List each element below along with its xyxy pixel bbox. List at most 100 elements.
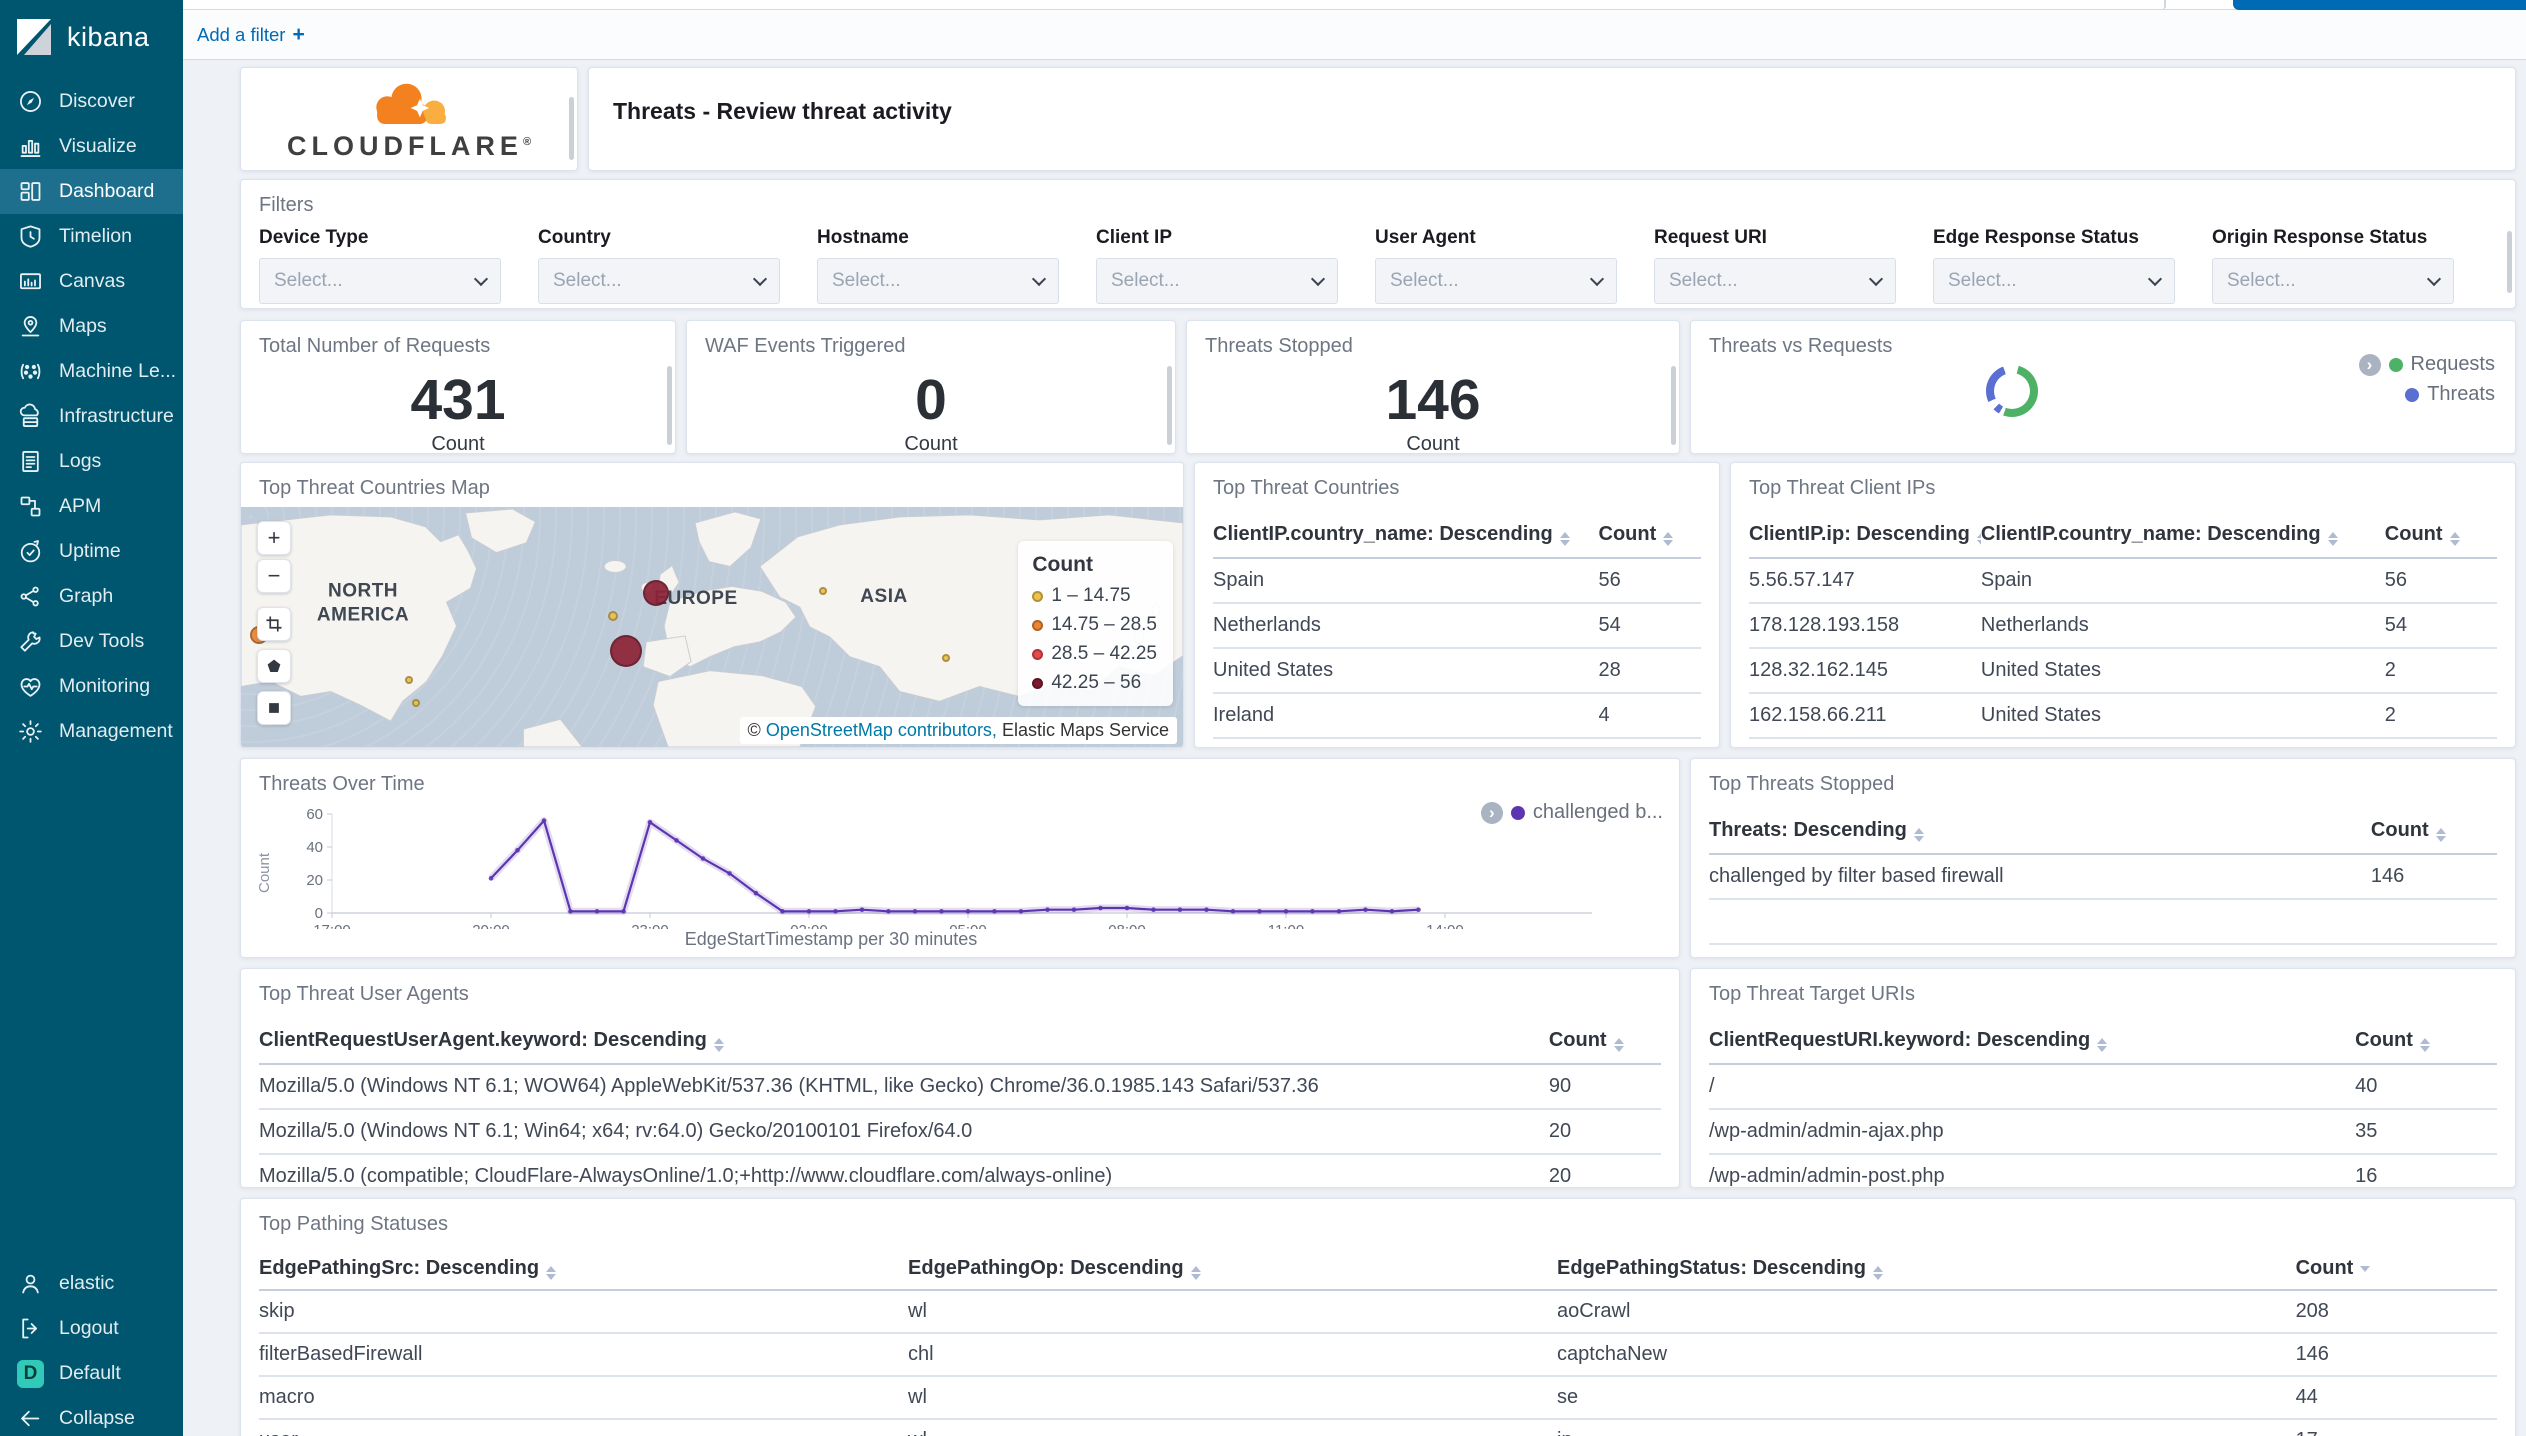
table-cell: 35 <box>2355 1109 2497 1155</box>
column-header-count[interactable]: Count <box>1548 1018 1661 1065</box>
table-row: 5.56.57.147 Spain 56 <box>1749 558 2497 604</box>
metric-value: 146 <box>1385 368 1481 432</box>
sidebar-item-collapse[interactable]: Collapse <box>0 1396 183 1436</box>
column-header-clientrequestuseragent-keyword-descending[interactable]: ClientRequestUserAgent.keyword: Descendi… <box>259 1018 1549 1065</box>
map-crop-tool-button[interactable] <box>257 607 291 641</box>
sidebar-item-label: Monitoring <box>59 675 151 697</box>
threats-vs-requests-panel: Threats vs Requests › Requests Threats <box>1690 320 2516 454</box>
sidebar-item-elastic[interactable]: elastic <box>0 1261 183 1306</box>
panel-title: Top Threats Stopped <box>1709 773 1895 795</box>
column-header-threats-descending[interactable]: Threats: Descending <box>1709 808 2371 855</box>
panel-scrollbar[interactable] <box>2507 231 2512 293</box>
column-header-count[interactable]: Count <box>2370 808 2497 855</box>
map-region-label: EUROPE <box>654 588 738 610</box>
panel-scrollbar[interactable] <box>569 96 574 160</box>
legend-item-threats[interactable]: Threats <box>2405 383 2495 406</box>
table-cell: aoCrawl <box>1557 1290 2296 1334</box>
map-marker-iceland[interactable] <box>608 611 618 621</box>
sidebar-item-uptime[interactable]: Uptime <box>0 529 183 574</box>
filter-select-origin-response-status[interactable]: Select... <box>2212 258 2454 304</box>
sidebar-item-discover[interactable]: Discover <box>0 79 183 124</box>
map-marker-us-south-2[interactable] <box>412 699 420 707</box>
sidebar-item-visualize[interactable]: Visualize <box>0 124 183 169</box>
legend-dot-icon <box>1032 677 1044 689</box>
map-zoom-out-button[interactable]: − <box>257 559 291 593</box>
sidebar-item-management[interactable]: Management <box>0 709 183 754</box>
table-cell: user <box>259 1419 909 1436</box>
sidebar-item-machine-le[interactable]: Machine Le... <box>0 349 183 394</box>
map-legend-entry[interactable]: 1 – 14.75 <box>1032 585 1157 607</box>
sidebar-item-timelion[interactable]: Timelion <box>0 214 183 259</box>
crop-icon <box>266 616 282 632</box>
column-header-count[interactable]: Count <box>2355 1018 2497 1065</box>
sidebar-item-label: Logs <box>59 450 102 472</box>
column-header-edgepathingop-descending[interactable]: EdgePathingOp: Descending <box>908 1248 1558 1291</box>
map-legend-entry[interactable]: 42.25 – 56 <box>1032 672 1157 694</box>
visualize-icon <box>17 133 44 160</box>
filter-select-country[interactable]: Select... <box>538 258 780 304</box>
sidebar-item-logs[interactable]: Logs <box>0 439 183 484</box>
add-filter-link[interactable]: Add a filter + <box>197 23 305 47</box>
legend-item-challenged-b[interactable]: › challenged b... <box>1480 801 1663 824</box>
map-legend-entry[interactable]: 14.75 – 28.5 <box>1032 614 1157 636</box>
sidebar-item-apm[interactable]: APM <box>0 484 183 529</box>
map-marker-us-south-1[interactable] <box>405 676 413 684</box>
svg-text:08:00: 08:00 <box>1108 922 1146 929</box>
sidebar-item-infrastructure[interactable]: Infrastructure <box>0 394 183 439</box>
filter-select-request-uri[interactable]: Select... <box>1654 258 1896 304</box>
column-header-clientip-country-name-descending[interactable]: ClientIP.country_name: Descending <box>1980 512 2385 559</box>
filter-select-user-agent[interactable]: Select... <box>1375 258 1617 304</box>
sidebar-item-canvas[interactable]: Canvas <box>0 259 183 304</box>
map-marker-united-kingdom[interactable] <box>643 580 669 606</box>
kibana-home-link[interactable]: kibana <box>0 0 183 73</box>
sidebar-item-label: Graph <box>59 585 114 607</box>
attribution-link[interactable]: contributors, <box>892 720 997 740</box>
filter-select-edge-response-status[interactable]: Select... <box>1933 258 2175 304</box>
threats-over-time-chart[interactable]: 0 20 40 60 Count 17:00 20:00 23:00 02:00 05:00 08:… <box>247 793 1651 929</box>
sidebar-item-logout[interactable]: Logout <box>0 1306 183 1351</box>
column-header-clientip-ip-descending[interactable]: ClientIP.ip: Descending <box>1749 512 1981 559</box>
table-cell: 2 <box>2384 648 2497 694</box>
map-zoom-in-button[interactable]: + <box>257 521 291 555</box>
legend-expand-icon[interactable]: › <box>2358 353 2381 376</box>
map-rectangle-tool-button[interactable] <box>257 691 291 725</box>
column-header-edgepathingsrc-descending[interactable]: EdgePathingSrc: Descending <box>259 1248 909 1291</box>
sidebar-item-default[interactable]: D Default <box>0 1351 183 1396</box>
sidebar-item-dashboard[interactable]: Dashboard <box>0 169 183 214</box>
update-button-fragment[interactable] <box>2233 0 2526 10</box>
map-marker-russia[interactable] <box>819 587 827 595</box>
world-map[interactable]: NORTH AMERICA EUROPE ASIA + − Count <box>241 507 1183 747</box>
column-header-count[interactable]: Count <box>2295 1248 2497 1291</box>
legend-item-requests[interactable]: › Requests <box>2358 353 2495 376</box>
column-header-count[interactable]: Count <box>1598 512 1701 559</box>
sidebar-item-dev-tools[interactable]: Dev Tools <box>0 619 183 664</box>
column-header-clientip-country-name-descending[interactable]: ClientIP.country_name: Descending <box>1213 512 1599 559</box>
main-area: Add a filter + CLOUDFLARE® T <box>183 0 2526 1436</box>
column-header-clientrequesturi-keyword-descending[interactable]: ClientRequestURI.keyword: Descending <box>1709 1018 2356 1065</box>
filter-label: User Agent <box>1375 227 1476 248</box>
panel-scrollbar[interactable] <box>1167 365 1172 446</box>
column-header-edgepathingstatus-descending[interactable]: EdgePathingStatus: Descending <box>1557 1248 2296 1291</box>
logs-icon <box>17 448 44 475</box>
column-header-count[interactable]: Count <box>2384 512 2497 559</box>
map-marker-china[interactable] <box>942 654 950 662</box>
donut-chart[interactable] <box>1986 365 2038 417</box>
filter-select-client-ip[interactable]: Select... <box>1096 258 1338 304</box>
metric-unit: Count <box>431 433 485 454</box>
map-legend-entry[interactable]: 28.5 – 42.25 <box>1032 643 1157 665</box>
query-input-fragment[interactable] <box>2160 0 2166 10</box>
panel-scrollbar[interactable] <box>667 365 672 446</box>
map-marker-spain[interactable] <box>610 635 642 667</box>
filter-select-hostname[interactable]: Select... <box>817 258 1059 304</box>
legend-expand-icon[interactable]: › <box>1480 801 1503 824</box>
attribution-text: Elastic Maps Service <box>996 720 1169 740</box>
table-row: Ireland 4 <box>1213 693 1701 739</box>
panel-scrollbar[interactable] <box>1671 365 1676 446</box>
map-polygon-tool-button[interactable] <box>257 649 291 683</box>
filter-select-device-type[interactable]: Select... <box>259 258 501 304</box>
filter-label: Origin Response Status <box>2212 227 2428 248</box>
sidebar-item-maps[interactable]: Maps <box>0 304 183 349</box>
sidebar-item-graph[interactable]: Graph <box>0 574 183 619</box>
sidebar-item-monitoring[interactable]: Monitoring <box>0 664 183 709</box>
attribution-link[interactable]: OpenStreetMap <box>765 720 893 740</box>
